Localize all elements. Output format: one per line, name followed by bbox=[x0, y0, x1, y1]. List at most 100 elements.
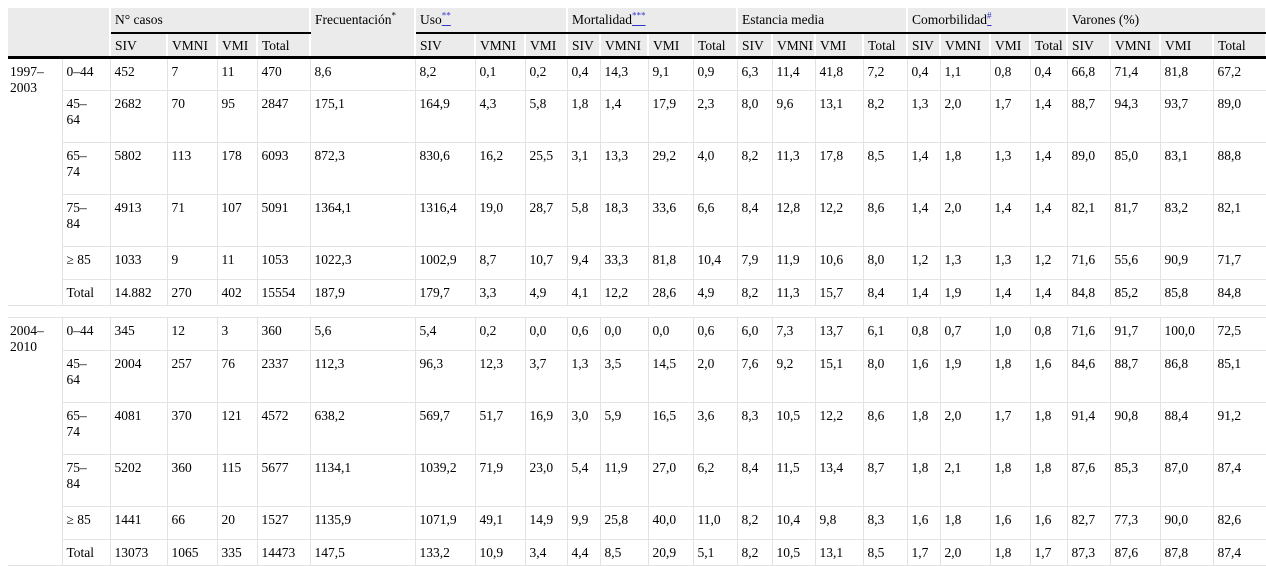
value-cell: 51,7 bbox=[475, 402, 526, 455]
value-cell: 1,3 bbox=[990, 246, 1031, 280]
value-cell: 12 bbox=[167, 317, 218, 351]
age-group-cell: Total bbox=[62, 539, 111, 566]
value-cell: 9,1 bbox=[648, 57, 694, 91]
table-row: 2004–2010 0–44 345 12 3 360 5,6 5,4 0,2 0,0 0,6 0,0… bbox=[8, 317, 1266, 566]
value-cell: 66 bbox=[167, 506, 218, 540]
value-cell: 1,2 bbox=[1030, 246, 1068, 280]
col-header: VMNI bbox=[475, 33, 527, 59]
value-cell: 0,8 bbox=[907, 317, 941, 351]
col-header: Total bbox=[693, 33, 739, 59]
value-cell: 91,7 bbox=[1110, 317, 1161, 351]
value-cell: 55,6 bbox=[1110, 246, 1161, 280]
value-cell: 4081 bbox=[110, 402, 168, 455]
value-cell: 0,0 bbox=[648, 317, 694, 351]
value-cell: 115 bbox=[217, 454, 258, 507]
value-cell: 71,6 bbox=[1067, 246, 1111, 280]
group-header: Estancia media bbox=[737, 8, 909, 34]
group-header-label: Comorbilidad bbox=[912, 12, 988, 27]
value-cell: 71 bbox=[167, 194, 218, 247]
value-cell: 4913 bbox=[110, 194, 168, 247]
value-cell: 8,2 bbox=[737, 506, 773, 540]
value-cell: 86,8 bbox=[1160, 350, 1214, 403]
value-cell: 1,6 bbox=[907, 506, 941, 540]
group-header: Mortalidad*** bbox=[567, 8, 739, 34]
value-cell: 18,3 bbox=[600, 194, 649, 247]
value-cell: 8,6 bbox=[863, 402, 908, 455]
value-cell: 6,3 bbox=[737, 57, 773, 91]
value-cell: 85,8 bbox=[1160, 279, 1214, 306]
value-cell: 1316,4 bbox=[415, 194, 476, 247]
value-cell: 638,2 bbox=[310, 402, 416, 455]
value-cell: 0,4 bbox=[1030, 57, 1068, 91]
value-cell: 88,7 bbox=[1067, 90, 1111, 143]
value-cell: 2,0 bbox=[940, 90, 991, 143]
value-cell: 8,0 bbox=[737, 90, 773, 143]
value-cell: 1,9 bbox=[940, 350, 991, 403]
value-cell: 13,1 bbox=[815, 539, 864, 566]
value-cell: 9,9 bbox=[567, 506, 601, 540]
value-cell: 10,5 bbox=[772, 402, 816, 455]
value-cell: 0,0 bbox=[525, 317, 568, 351]
group-header-label: N° casos bbox=[115, 12, 163, 27]
value-cell: 872,3 bbox=[310, 142, 416, 195]
value-cell: 1,7 bbox=[990, 402, 1031, 455]
value-cell: 1134,1 bbox=[310, 454, 416, 507]
table-row: 45–64 2004 257 76 2337 112,3 96,3 12,3 3,7 1,3 3,5… bbox=[8, 350, 1266, 403]
value-cell: 8,3 bbox=[863, 506, 908, 540]
table-row: ≥ 85 1033 9 11 1053 1022,3 1002,9 8,7 10,7 9,4 33,… bbox=[8, 246, 1266, 280]
value-cell: 3,0 bbox=[567, 402, 601, 455]
footnote-link[interactable]: *** bbox=[632, 10, 646, 21]
value-cell: 4572 bbox=[257, 402, 311, 455]
value-cell: 1,7 bbox=[990, 90, 1031, 143]
value-cell: 13,4 bbox=[815, 454, 864, 507]
value-cell: 10,4 bbox=[693, 246, 738, 280]
table-row: 65–74 5802 113 178 6093 872,3 830,6 16,2 25,5 3,1… bbox=[8, 142, 1266, 195]
value-cell: 10,6 bbox=[815, 246, 864, 280]
value-cell: 49,1 bbox=[475, 506, 526, 540]
value-cell: 12,2 bbox=[815, 402, 864, 455]
table-row: 65–74 4081 370 121 4572 638,2 569,7 51,7 16,9 3,0… bbox=[8, 402, 1266, 455]
footnote-link[interactable]: ** bbox=[441, 10, 451, 21]
value-cell: 82,7 bbox=[1067, 506, 1111, 540]
value-cell: 11,5 bbox=[772, 454, 816, 507]
value-cell: 335 bbox=[217, 539, 258, 566]
value-cell: 1,9 bbox=[940, 279, 991, 306]
value-cell: 28,6 bbox=[648, 279, 694, 306]
col-header: Total bbox=[863, 33, 909, 59]
value-cell: 12,3 bbox=[475, 350, 526, 403]
value-cell: 5,6 bbox=[310, 317, 416, 351]
value-cell: 29,2 bbox=[648, 142, 694, 195]
value-cell: 1,4 bbox=[907, 194, 941, 247]
value-cell: 1,8 bbox=[1030, 402, 1068, 455]
value-cell: 88,7 bbox=[1110, 350, 1161, 403]
value-cell: 14.882 bbox=[110, 279, 168, 306]
value-cell: 84,6 bbox=[1067, 350, 1111, 403]
value-cell: 830,6 bbox=[415, 142, 476, 195]
value-cell: 71,7 bbox=[1213, 246, 1266, 280]
value-cell: 5,4 bbox=[415, 317, 476, 351]
value-cell: 1065 bbox=[167, 539, 218, 566]
value-cell: 7,6 bbox=[737, 350, 773, 403]
value-cell: 5,4 bbox=[567, 454, 601, 507]
col-header: VMNI bbox=[772, 33, 817, 59]
value-cell: 85,1 bbox=[1213, 350, 1266, 403]
value-cell: 0,8 bbox=[990, 57, 1031, 91]
value-cell: 1,3 bbox=[907, 90, 941, 143]
table-row: 1997–2003 0–44 452 7 11 470 8,6 8,2 0,1 0,2 0,4 14,… bbox=[8, 57, 1266, 306]
col-header: VMI bbox=[217, 33, 258, 59]
value-cell: 8,2 bbox=[737, 539, 773, 566]
value-cell: 0,8 bbox=[1030, 317, 1068, 351]
value-cell: 2682 bbox=[110, 90, 168, 143]
value-cell: 8,4 bbox=[737, 194, 773, 247]
value-cell: 11,3 bbox=[772, 142, 816, 195]
value-cell: 87,3 bbox=[1067, 539, 1111, 566]
value-cell: 82,1 bbox=[1213, 194, 1266, 247]
value-cell: 9,6 bbox=[772, 90, 816, 143]
value-cell: 13,7 bbox=[815, 317, 864, 351]
value-cell: 6,1 bbox=[863, 317, 908, 351]
col-header: SIV bbox=[415, 33, 477, 59]
value-cell: 1002,9 bbox=[415, 246, 476, 280]
value-cell: 16,2 bbox=[475, 142, 526, 195]
value-cell: 5091 bbox=[257, 194, 311, 247]
footnote-link[interactable]: # bbox=[987, 10, 992, 21]
